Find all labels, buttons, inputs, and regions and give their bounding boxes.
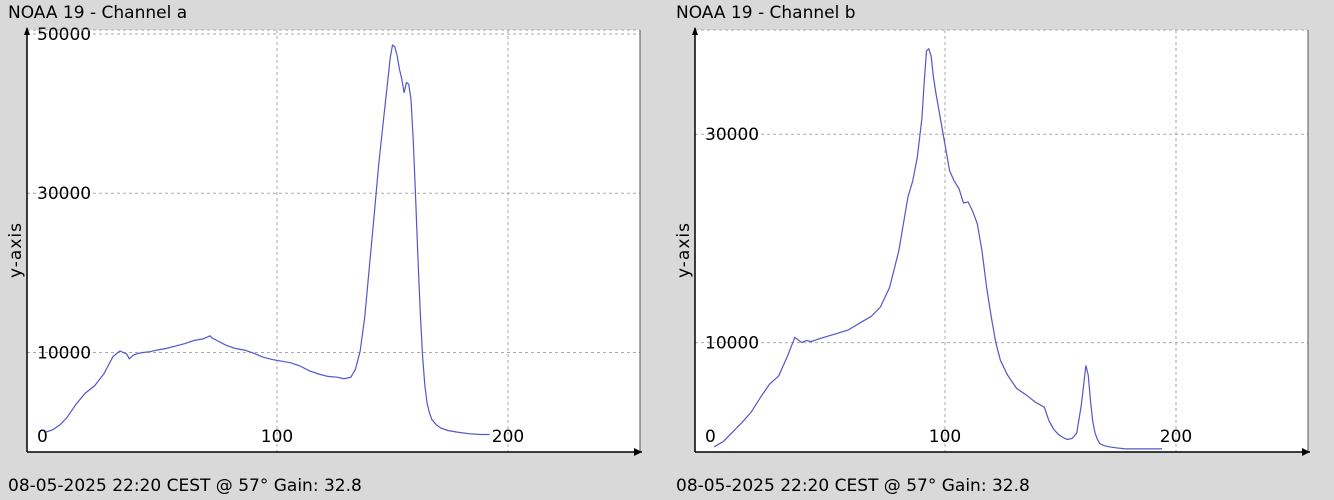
chart-title: NOAA 19 - Channel b <box>676 3 856 23</box>
plot-area <box>27 30 640 452</box>
y-axis-arrow-icon <box>24 27 30 35</box>
y-axis-arrow-icon <box>692 27 698 35</box>
chart-title: NOAA 19 - Channel a <box>8 3 188 23</box>
plot-area <box>695 30 1308 452</box>
x-tick-label: 100 <box>929 427 961 447</box>
chart-channel-b: 10000 30000 0 100 200 y-axis <box>674 27 1310 456</box>
series-line <box>45 44 490 436</box>
x-axis-arrow-icon <box>634 448 642 456</box>
y-axis-label: y-axis <box>6 222 26 278</box>
y-tick-label: 10000 <box>705 334 759 354</box>
x-tick-label: 100 <box>261 427 293 447</box>
chart-footer-timestamp: 08-05-2025 22:20 CEST @ 57° Gain: 32.8 <box>676 476 1030 496</box>
chart-panel-channel-a: NOAA 19 - Channel a 10000 30000 50000 0 100 2… <box>0 0 660 500</box>
x-tick-label: 200 <box>492 427 524 447</box>
chart-footer-timestamp: 08-05-2025 22:20 CEST @ 57° Gain: 32.8 <box>8 476 362 496</box>
y-axis-label: y-axis <box>674 222 694 278</box>
y-tick-label: 30000 <box>37 184 91 204</box>
y-tick-label: 10000 <box>37 343 91 363</box>
chart-channel-a: 10000 30000 50000 0 100 200 y-axis <box>6 25 642 456</box>
y-tick-label: 50000 <box>37 25 91 45</box>
chart-panel-channel-b: NOAA 19 - Channel b 10000 30000 0 100 200 y-a… <box>668 0 1328 500</box>
x-tick-label: 0 <box>705 427 716 447</box>
series-line <box>713 47 1163 450</box>
y-tick-label: 30000 <box>705 125 759 145</box>
x-tick-label: 200 <box>1160 427 1192 447</box>
x-axis-arrow-icon <box>1302 448 1310 456</box>
x-tick-label: 0 <box>37 427 48 447</box>
